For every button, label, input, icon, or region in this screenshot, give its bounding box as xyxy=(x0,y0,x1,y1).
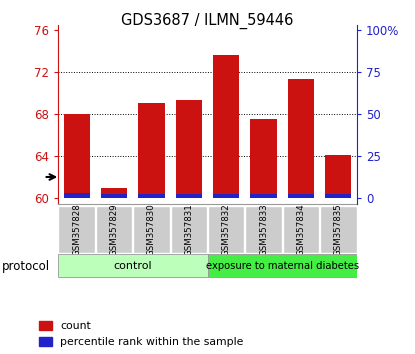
Bar xyxy=(208,254,357,278)
Bar xyxy=(133,206,170,253)
Bar xyxy=(288,194,314,198)
Text: GSM357832: GSM357832 xyxy=(222,203,231,256)
Bar xyxy=(101,194,127,198)
Bar xyxy=(101,188,127,198)
Bar xyxy=(171,206,207,253)
Bar xyxy=(139,103,165,198)
Bar xyxy=(64,114,90,198)
Bar xyxy=(59,206,95,253)
Text: control: control xyxy=(113,261,152,271)
Bar xyxy=(176,101,202,198)
Bar xyxy=(208,206,244,253)
Bar xyxy=(58,254,208,278)
Text: GSM357834: GSM357834 xyxy=(296,203,305,256)
Bar xyxy=(213,194,239,198)
Text: GSM357830: GSM357830 xyxy=(147,203,156,256)
Bar xyxy=(139,194,165,198)
Legend: count, percentile rank within the sample: count, percentile rank within the sample xyxy=(39,321,244,347)
Text: GSM357833: GSM357833 xyxy=(259,203,268,256)
Text: exposure to maternal diabetes: exposure to maternal diabetes xyxy=(206,261,359,271)
Bar xyxy=(283,206,319,253)
Bar xyxy=(251,194,276,198)
Text: GSM357829: GSM357829 xyxy=(110,203,119,256)
Bar xyxy=(325,155,351,198)
Bar xyxy=(251,119,276,198)
Bar xyxy=(176,194,202,198)
Bar xyxy=(325,194,351,198)
Text: GSM357835: GSM357835 xyxy=(334,203,343,256)
Bar xyxy=(245,206,282,253)
Bar xyxy=(213,55,239,198)
Bar xyxy=(64,193,90,198)
Bar xyxy=(96,206,132,253)
Bar xyxy=(288,79,314,198)
Text: GSM357831: GSM357831 xyxy=(184,203,193,256)
Bar xyxy=(320,206,356,253)
Text: protocol: protocol xyxy=(2,260,50,273)
Text: GDS3687 / ILMN_59446: GDS3687 / ILMN_59446 xyxy=(121,12,294,29)
Text: GSM357828: GSM357828 xyxy=(72,203,81,256)
